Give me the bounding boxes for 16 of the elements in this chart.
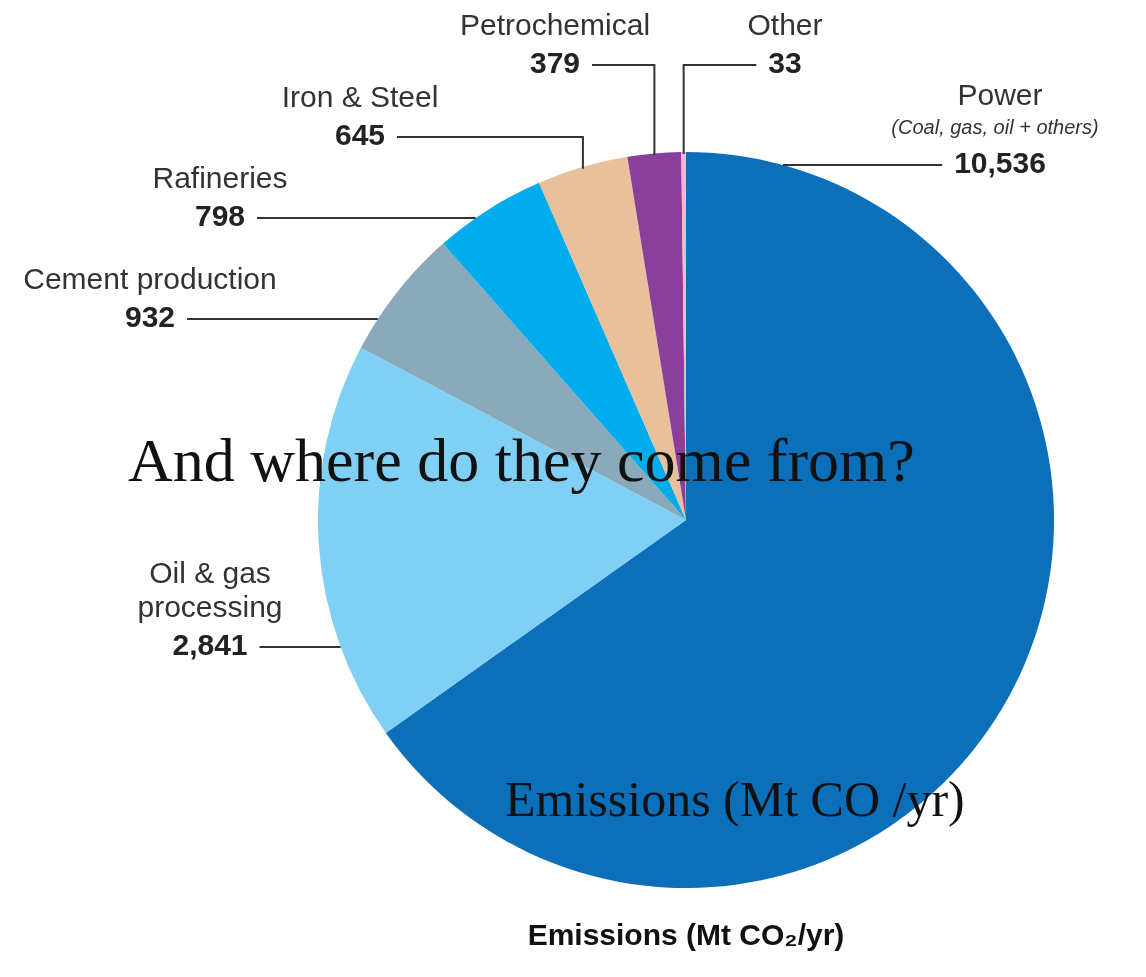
slice-label: Rafineries	[152, 161, 288, 195]
text: (Coal, gas, oil + others)	[891, 115, 1099, 138]
slice-label: Other	[747, 8, 823, 42]
data-label: 798	[194, 199, 246, 233]
slice-label: Power	[957, 78, 1043, 112]
data-label: 932	[124, 300, 176, 334]
data-label: 645	[334, 118, 386, 152]
data-label: 2,841	[172, 628, 248, 662]
data-label: 379	[529, 46, 581, 80]
slice-label: Iron & Steel	[281, 80, 439, 114]
data-label: 33	[768, 46, 802, 80]
slice-label: Petrochemical	[459, 8, 651, 42]
data-label: 10,536	[954, 146, 1046, 180]
slice-label: Oil & gas processing	[137, 556, 283, 624]
text: Emissions (Mt CO₂/yr)	[526, 918, 846, 952]
slice-label: Cement production	[23, 262, 277, 296]
